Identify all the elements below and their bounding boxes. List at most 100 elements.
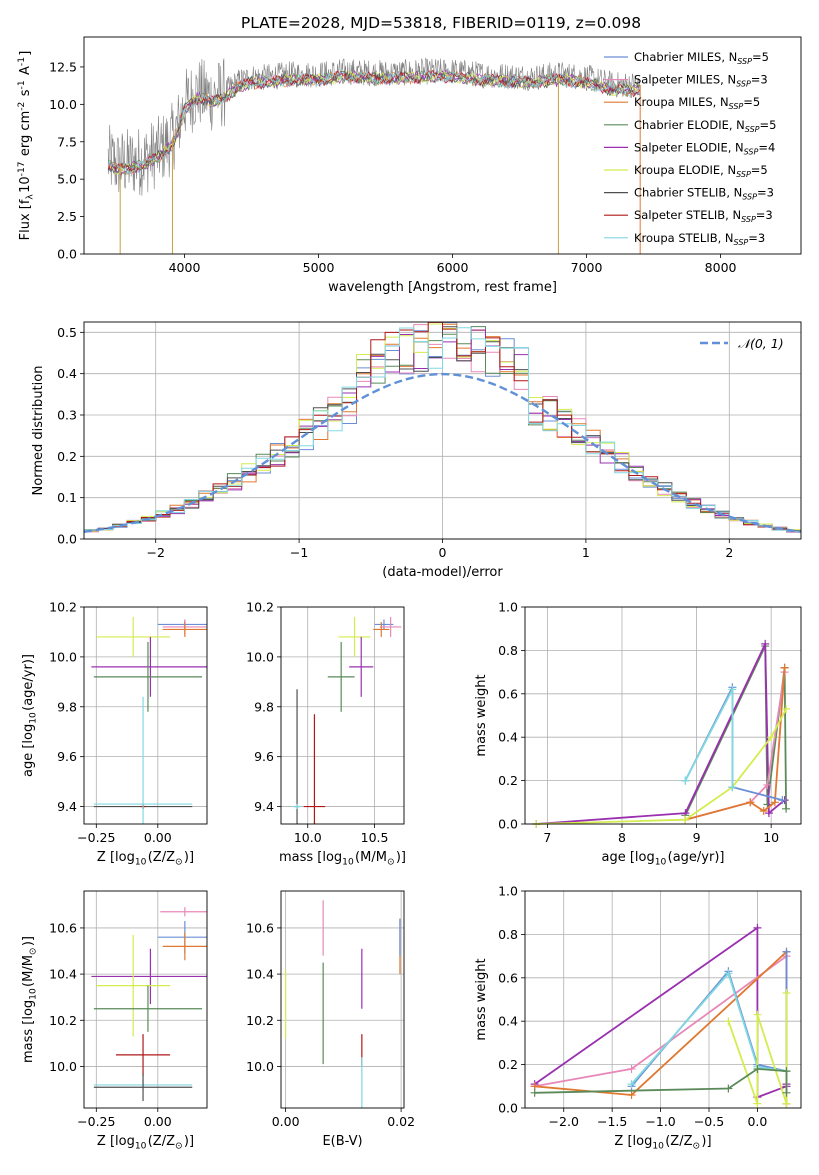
x-axis-label: (data-model)/error [382,565,503,580]
legend-label: Kroupa MILES, NSSP=5 [634,95,760,111]
x-tick-label: 7 [543,830,551,845]
weight-marker [761,639,770,648]
label-part: -1 [17,57,27,66]
label-part: Normed distribution [31,366,46,496]
legend-sub: SSP [736,170,751,179]
label-part: age [log [21,724,36,777]
observed-spectrum [107,57,641,196]
legend-sub: SSP [744,147,759,156]
label-part: A [18,66,33,79]
y-tick-label: 10.0 [49,649,77,664]
residuals-plot-area [84,322,801,533]
legend-tail: =5 [760,118,777,132]
weight-marker [724,1084,733,1093]
x-tick-label: −2.0 [549,1114,579,1129]
label-part: -17 [17,161,27,176]
model-spectrum [107,69,641,174]
weight-marker [778,796,787,805]
weight-marker [530,1088,539,1097]
weight-series-line [536,643,786,825]
label-part: E(B-V) [322,1134,362,1149]
axes-frame [524,890,802,1109]
x-tick-label: −0.5 [694,1114,724,1129]
label-part: Flux [f [18,199,33,240]
label-part: wavelength [Angstrom, rest frame] [328,280,557,295]
y-axis-label: age [log10 (age/yr)] [21,654,39,777]
y-tick-label: 10.4 [49,967,77,982]
age-vs-mass-panel: 10.0 10.5 9.4 9.6 9.8 10.0 10.2 mass [log10 (M/… [246,600,406,868]
weight-marker [764,809,773,818]
label-part: (M/M [21,955,36,987]
label-part: )] [21,936,36,946]
y-tick-label: 10.0 [246,1059,274,1074]
axes-frame [280,606,405,825]
label-part: ⊙ [693,1142,701,1152]
y-tick-label: 0.0 [498,1101,518,1116]
axes-frame [524,606,802,825]
errorbar-plot-area [293,616,402,824]
label-part: )] [701,1134,711,1149]
y-tick-label: 0.4 [57,366,77,381]
label-part: λ [26,194,36,200]
label-part: 10 [29,712,39,724]
weight-marker [780,663,789,672]
age-vs-Z-panel: −0.25 0.009.49.69.810.010.2Z [log10 (Z/Z⊙… [21,600,208,868]
x-tick-label: 0.02 [387,1114,415,1129]
x-tick-label: 8 [618,830,626,845]
weight-series-line [536,708,787,825]
label-part: mass weight [474,674,489,756]
legend-tail: =4 [758,140,775,154]
y-tick-label: 10.2 [49,1013,77,1028]
weight-series-line [630,971,787,1085]
y-tick-label: 10.2 [49,600,77,615]
x-tick-label: 10 [763,830,779,845]
x-tick-label: 0.00 [272,1114,300,1129]
legend-tail: =3 [748,231,765,245]
y-tick-label: 10.6 [49,920,77,935]
y-tick-label: 9.8 [254,699,274,714]
legend-label: Salpeter ELODIE, NSSP=4 [634,140,775,156]
x-tick-label: 0.00 [144,1114,172,1129]
x-axis-label: mass [log10 (M/M⊙ )] [279,850,406,868]
legend-sub: SSP [741,215,756,224]
x-tick-label: 1 [582,545,590,560]
y-tick-label: 7.5 [57,134,77,149]
y-tick-label: 0.6 [498,970,518,985]
x-tick-label: 0.0 [747,1114,767,1129]
errorbar-plot-area [91,616,207,824]
label-part: -2 [17,102,27,111]
x-axis-label: Z [log10 (Z/Z⊙ )] [614,1134,711,1152]
x-axis-label: Z [log10 (Z/Z⊙ )] [97,1134,194,1152]
label-part: 10 [29,988,39,1000]
x-tick-label: 8000 [705,260,737,275]
weight-marker [681,815,690,824]
label-part: erg cm [18,111,33,160]
label-part: Z [log [97,1134,135,1149]
legend-label: Salpeter STELIB, NSSP=3 [634,208,773,224]
errorbar-plot-area [91,907,207,1102]
weight-marker [759,806,768,815]
label-part: (age/yr)] [668,850,725,865]
legend-text: Salpeter STELIB, N [634,208,741,222]
y-axis-label: mass [log10 (M/M⊙ )] [21,936,39,1063]
residuals-panel: 𝒩(0, 1) −2 −1 0 1 2 0.0 0.1 0.2 0.3 0.4 0.5 (data-mo… [31,321,802,580]
x-tick-label: 10.5 [361,830,389,845]
legend-text: Salpeter ELODIE, N [634,140,744,154]
y-tick-label: 9.6 [57,749,77,764]
axes-frame [280,890,405,1109]
y-tick-label: 1.0 [498,884,518,899]
legend-label: Kroupa STELIB, NSSP=3 [634,231,765,247]
model-spectrum [107,70,641,175]
weight-marker [753,1099,762,1108]
weight-marker [627,1090,636,1099]
label-part: mass [log [279,850,342,865]
legend-sub: SSP [737,57,752,66]
spectrum-plot-area [107,57,641,254]
label-part: )] [184,1134,194,1149]
model-spectrum [107,69,641,176]
weight-marker [724,1017,733,1026]
weight-marker [782,1088,791,1097]
label-part: 10 [652,1142,664,1152]
y-tick-label: 0.6 [498,686,518,701]
